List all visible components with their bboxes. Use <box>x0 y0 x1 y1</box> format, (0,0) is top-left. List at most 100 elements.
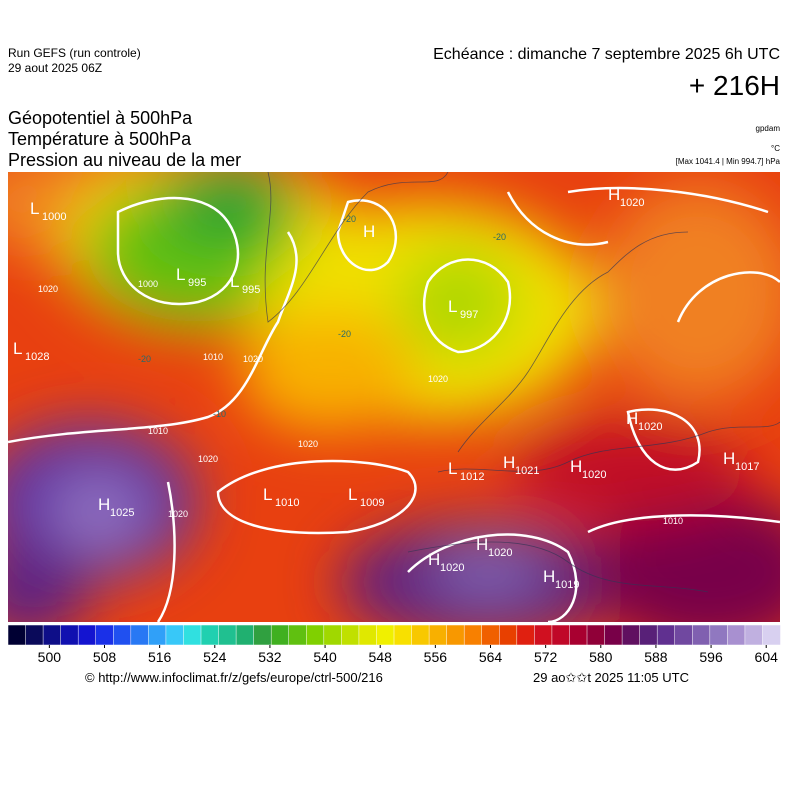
center-value: 995 <box>188 277 206 289</box>
center-value: 1020 <box>638 421 662 433</box>
colorbar-cell <box>25 624 44 646</box>
colorbar-cell <box>341 624 360 646</box>
colorbar-cell <box>709 624 729 646</box>
timestamp: 29 ao✩✩t 2025 11:05 UTC <box>533 670 689 685</box>
unit: gpdam <box>755 124 780 133</box>
source-url: © http://www.infoclimat.fr/z/gefs/europe… <box>85 670 383 685</box>
center-symbol: L <box>176 265 185 284</box>
center-value: 997 <box>460 309 478 321</box>
center-symbol: H <box>428 550 440 569</box>
colorbar-cell <box>253 624 272 646</box>
lead-time: + 216H <box>688 70 780 101</box>
isobar-label: 1020 <box>298 439 318 449</box>
isotherm-label: -20 <box>138 354 151 364</box>
center-value: 1020 <box>620 197 644 209</box>
colorbar-tick-label: 524 <box>203 649 227 665</box>
isobar-label: 1020 <box>38 284 58 294</box>
colorbar-tick-label: 508 <box>93 649 117 665</box>
center-symbol: H <box>98 495 110 514</box>
center-value: 995 <box>242 284 260 296</box>
colorbar-cell <box>621 624 641 646</box>
colorbar-cell <box>288 624 308 646</box>
colorbar-cell <box>481 624 501 646</box>
colorbar-cell <box>692 624 711 646</box>
colorbar-cell <box>534 624 553 646</box>
colorbar-tick-label: 500 <box>38 649 62 665</box>
center-symbol: L <box>30 199 39 218</box>
colorbar-tick-label: 604 <box>755 649 779 665</box>
colorbar-cell <box>656 624 676 646</box>
colorbar-cell <box>428 624 448 646</box>
colorbar-tick-label: 572 <box>534 649 558 665</box>
unit: °C <box>771 144 780 153</box>
center-symbol: L <box>230 272 239 291</box>
colorbar-cell <box>130 624 150 646</box>
colorbar-cell <box>411 624 430 646</box>
isotherm-label: -20 <box>338 329 351 339</box>
isobar-label: 1000 <box>138 279 158 289</box>
colorbar-tick-label: 532 <box>258 649 282 665</box>
unit: [Max 1041.4 | Min 994.7] hPa <box>675 157 780 166</box>
isobar-label: 1020 <box>198 454 218 464</box>
center-value: 1019 <box>555 579 579 591</box>
center-symbol: L <box>13 339 22 358</box>
run: Run GEFS (run controle) <box>8 46 141 60</box>
isobar-label: 1020 <box>168 509 188 519</box>
colorbar-cell <box>727 624 746 646</box>
colorbar-cell <box>604 624 623 646</box>
colorbar-cell <box>270 624 290 646</box>
colorbar-cell <box>323 624 343 646</box>
center-symbol: H <box>723 449 735 468</box>
center-value: 1021 <box>515 465 539 477</box>
center-symbol: L <box>263 485 272 504</box>
colorbar-cell <box>148 624 167 646</box>
colorbar-cell <box>499 624 518 646</box>
colorbar-cell <box>7 624 27 646</box>
colorbar-tick-label: 540 <box>313 649 337 665</box>
colorbar-cell <box>306 624 325 646</box>
field: Température à 500hPa <box>8 129 192 149</box>
run-date: 29 aout 2025 06Z <box>8 61 103 75</box>
center-symbol: L <box>448 297 457 316</box>
center-symbol: H <box>543 567 555 586</box>
colorbar-cell <box>60 624 79 646</box>
center-value: 1020 <box>582 469 606 481</box>
center-symbol: H <box>626 409 638 428</box>
field: Pression au niveau de la mer <box>8 150 242 170</box>
colorbar-cell <box>183 624 202 646</box>
isobar-label: 1020 <box>243 354 263 364</box>
colorbar-cell <box>639 624 658 646</box>
colorbar-cell <box>586 624 606 646</box>
isobar-label: 1010 <box>148 426 168 436</box>
colorbar-cell <box>200 624 220 646</box>
colorbar-cell <box>376 624 395 646</box>
colorbar-cell <box>516 624 536 646</box>
colorbar-tick-label: 516 <box>148 649 172 665</box>
colorbar-cell <box>674 624 694 646</box>
colorbar-cell <box>42 624 62 646</box>
colorbar-cell <box>218 624 237 646</box>
center-symbol: H <box>476 535 488 554</box>
colorbar-tick-label: 588 <box>644 649 668 665</box>
colorbar-tick-label: 580 <box>589 649 613 665</box>
isobar-label: 1010 <box>203 352 223 362</box>
colorbar-tick-label: 548 <box>369 649 393 665</box>
colorbar-tick-label: 556 <box>424 649 448 665</box>
colorbar-cell <box>113 624 132 646</box>
valid-time: Echéance : dimanche 7 septembre 2025 6h … <box>433 46 780 63</box>
isobar-label: 1020 <box>428 374 448 384</box>
center-value: 1028 <box>25 351 49 363</box>
center-value: 1012 <box>460 471 484 483</box>
isotherm-label: -20 <box>493 232 506 242</box>
center-symbol: H <box>570 457 582 476</box>
isotherm-label: -10 <box>213 409 226 419</box>
coastlines <box>264 172 780 593</box>
colorbar-cell <box>463 624 483 646</box>
colorbar-cell <box>235 624 255 646</box>
colorbar-cell <box>551 624 571 646</box>
center-symbol: L <box>448 459 457 478</box>
center-symbol: H <box>363 222 375 241</box>
center-symbol: L <box>348 485 357 504</box>
